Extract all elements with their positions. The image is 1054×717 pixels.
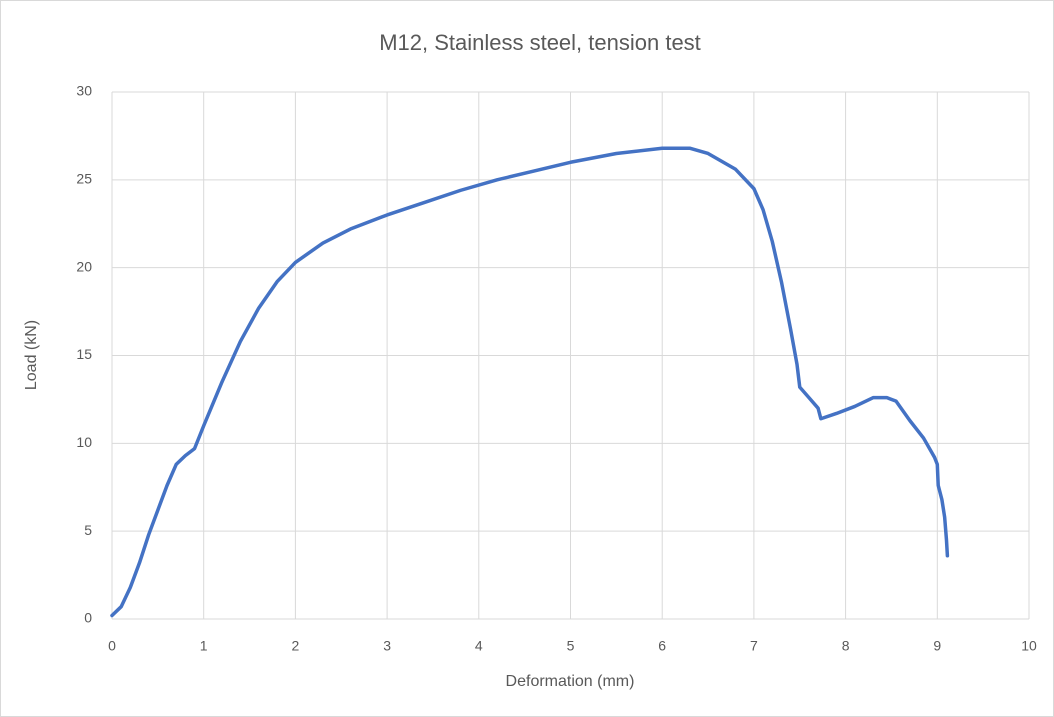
x-tick-label: 3 [383,638,391,654]
y-tick-label: 5 [84,522,92,538]
y-tick-label: 10 [76,434,92,450]
y-tick-label: 30 [76,83,92,99]
y-tick-label: 15 [76,346,92,362]
x-tick-label: 7 [750,638,758,654]
chart-title: M12, Stainless steel, tension test [379,30,701,55]
x-tick-label: 5 [567,638,575,654]
y-tick-label: 20 [76,258,92,274]
x-tick-label: 9 [933,638,941,654]
data-line [110,146,950,618]
x-tick-label: 2 [292,638,300,654]
x-tick-label: 8 [842,638,850,654]
y-axis-label: Load (kN) [23,320,40,390]
x-tick-label: 1 [200,638,208,654]
x-tick-label: 10 [1021,638,1037,654]
x-tick-label: 6 [658,638,666,654]
y-tick-label: 0 [84,610,92,626]
y-tick-label: 25 [76,171,92,187]
x-tick-label: 4 [475,638,483,654]
x-tick-label: 0 [108,638,116,654]
x-axis-label: Deformation (mm) [506,673,635,690]
